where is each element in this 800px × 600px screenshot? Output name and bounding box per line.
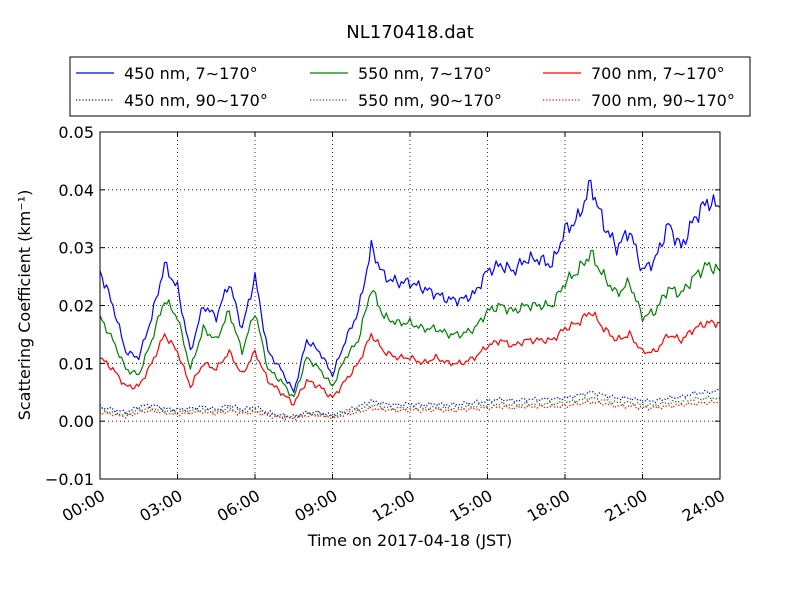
y-tick-label: 0.04 — [58, 181, 94, 200]
data-series — [99, 179, 721, 421]
series-line-0 — [99, 179, 721, 393]
y-tick-label: 0.01 — [58, 354, 94, 373]
y-tick-label: 0.03 — [58, 239, 94, 258]
legend-label-5: 700 nm, 90∼170° — [591, 91, 735, 110]
y-axis: −0.01 0.00 0.01 0.02 0.03 0.04 0.05 — [45, 123, 720, 489]
legend: 450 nm, 7∼170° 450 nm, 90∼170° 550 nm, 7∼1… — [69, 56, 751, 117]
y-tick-label: 0.05 — [58, 123, 94, 142]
y-tick-label: 0.00 — [58, 412, 94, 431]
legend-label-4: 700 nm, 7∼170° — [591, 64, 725, 83]
y-axis-label: Scattering Coefficient (km⁻¹) — [15, 190, 34, 421]
y-tick-label: −0.01 — [45, 470, 94, 489]
grid — [100, 132, 720, 479]
series-line-3 — [99, 395, 721, 420]
legend-frame — [69, 56, 751, 117]
legend-label-2: 550 nm, 7∼170° — [358, 64, 492, 83]
chart-title: NL170418.dat — [346, 22, 473, 43]
legend-label-0: 450 nm, 7∼170° — [124, 64, 258, 83]
legend-label-3: 550 nm, 90∼170° — [358, 91, 502, 110]
series-line-2 — [99, 249, 721, 398]
legend-label-1: 450 nm, 90∼170° — [124, 91, 268, 110]
series-line-4 — [99, 311, 721, 406]
y-tick-label: 0.02 — [58, 297, 94, 316]
x-axis-label: Time on 2017-04-18 (JST) — [307, 531, 512, 550]
